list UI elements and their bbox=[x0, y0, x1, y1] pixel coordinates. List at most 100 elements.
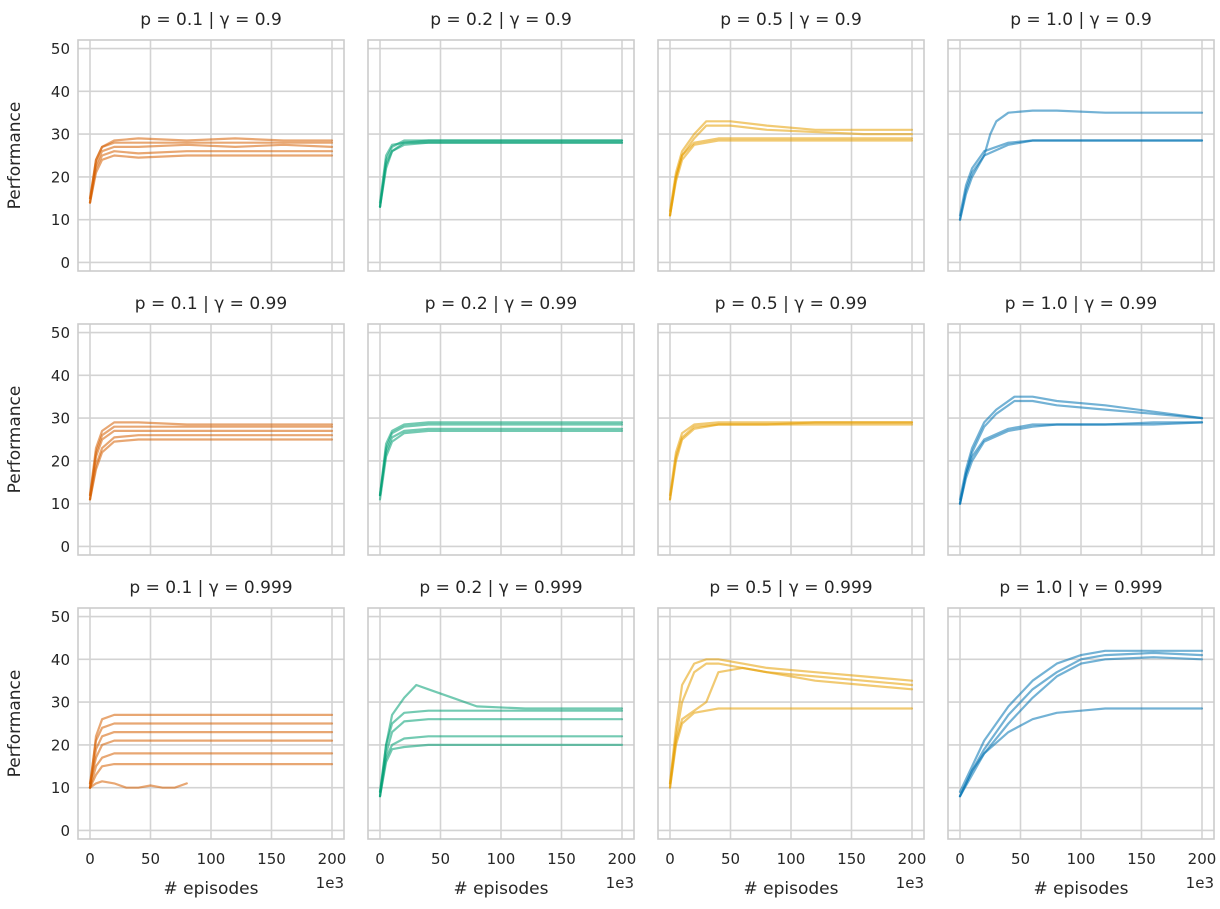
x-tick-label: 100 bbox=[197, 850, 226, 868]
panel-title: p = 0.1 | γ = 0.9 bbox=[140, 10, 282, 30]
y-tick-label: 0 bbox=[60, 822, 70, 840]
series-line bbox=[958, 421, 1204, 505]
series-line bbox=[958, 399, 1204, 505]
axes-frame bbox=[367, 607, 635, 840]
x-tick-label: 100 bbox=[1067, 850, 1096, 868]
series-line bbox=[378, 718, 624, 794]
panel-p0.1-gamma0.99 bbox=[77, 323, 345, 556]
x-axis-offset-text: 1e3 bbox=[606, 874, 634, 892]
panel-title: p = 0.1 | γ = 0.99 bbox=[135, 294, 287, 314]
panel-title: p = 1.0 | γ = 0.999 bbox=[999, 578, 1162, 598]
x-tick-label: 200 bbox=[898, 850, 927, 868]
panel-title: p = 0.2 | γ = 0.9 bbox=[430, 10, 572, 30]
series-line bbox=[88, 762, 334, 789]
panel-title: p = 0.5 | γ = 0.99 bbox=[715, 294, 867, 314]
series-line bbox=[378, 421, 624, 497]
series-line bbox=[88, 730, 334, 789]
x-axis-label: # episodes bbox=[164, 879, 259, 899]
panel-p1.0-gamma0.99 bbox=[947, 323, 1215, 556]
y-axis-label: Performance bbox=[5, 670, 25, 778]
series-line bbox=[958, 395, 1204, 501]
y-tick-label: 50 bbox=[51, 40, 70, 58]
y-tick-label: 0 bbox=[60, 254, 70, 272]
panel-title: p = 0.2 | γ = 0.999 bbox=[419, 578, 582, 598]
series-line bbox=[378, 141, 624, 208]
y-tick-label: 50 bbox=[51, 608, 70, 626]
series-line bbox=[88, 739, 334, 785]
series-line bbox=[668, 124, 914, 217]
series-line bbox=[88, 425, 334, 501]
x-axis-offset-text: 1e3 bbox=[316, 874, 344, 892]
x-axis-label: # episodes bbox=[454, 879, 549, 899]
x-tick-label: 150 bbox=[1127, 850, 1156, 868]
series-line bbox=[378, 709, 624, 794]
series-line bbox=[88, 421, 334, 497]
panel-title: p = 1.0 | γ = 0.99 bbox=[1005, 294, 1157, 314]
axes-frame bbox=[77, 39, 345, 272]
y-tick-label: 40 bbox=[51, 83, 70, 101]
x-tick-label: 100 bbox=[777, 850, 806, 868]
panel-p0.1-gamma0.999 bbox=[77, 607, 345, 840]
axes-frame bbox=[947, 39, 1215, 272]
x-tick-label: 200 bbox=[318, 850, 347, 868]
series-line bbox=[668, 658, 914, 785]
series-line bbox=[668, 423, 914, 501]
y-tick-label: 10 bbox=[51, 779, 70, 797]
panel-title: p = 0.5 | γ = 0.9 bbox=[720, 10, 862, 30]
series-line bbox=[668, 662, 914, 785]
series-line bbox=[668, 139, 914, 217]
y-axis-label: Performance bbox=[5, 386, 25, 494]
x-tick-label: 0 bbox=[665, 850, 675, 868]
x-tick-label: 0 bbox=[955, 850, 965, 868]
series-line bbox=[88, 713, 334, 789]
panel-title: p = 0.2 | γ = 0.99 bbox=[425, 294, 577, 314]
axes-frame bbox=[657, 323, 925, 556]
axes-frame bbox=[947, 607, 1215, 840]
y-tick-label: 40 bbox=[51, 367, 70, 385]
x-tick-label: 0 bbox=[375, 850, 385, 868]
x-tick-label: 50 bbox=[1011, 850, 1030, 868]
series-line bbox=[958, 109, 1204, 221]
y-tick-label: 30 bbox=[51, 126, 70, 144]
x-tick-label: 50 bbox=[721, 850, 740, 868]
axes-frame bbox=[77, 607, 345, 840]
panel-p0.2-gamma0.999 bbox=[367, 607, 635, 840]
series-line bbox=[958, 656, 1204, 798]
series-line bbox=[88, 434, 334, 501]
x-tick-label: 200 bbox=[1188, 850, 1217, 868]
panel-p0.5-gamma0.9 bbox=[657, 39, 925, 272]
y-tick-label: 30 bbox=[51, 410, 70, 428]
series-line bbox=[378, 429, 624, 501]
x-tick-label: 50 bbox=[141, 850, 160, 868]
series-line bbox=[88, 143, 334, 200]
panel-p0.2-gamma0.99 bbox=[367, 323, 635, 556]
series-line bbox=[378, 683, 624, 798]
series-line bbox=[88, 154, 334, 204]
series-line bbox=[88, 752, 334, 789]
series-line bbox=[958, 707, 1204, 798]
x-tick-label: 150 bbox=[547, 850, 576, 868]
x-axis-label: # episodes bbox=[744, 879, 839, 899]
axes-frame bbox=[367, 323, 635, 556]
panel-p0.5-gamma0.999 bbox=[657, 607, 925, 840]
axes-frame bbox=[657, 39, 925, 272]
series-line bbox=[88, 429, 334, 497]
series-line bbox=[88, 722, 334, 785]
x-axis-offset-text: 1e3 bbox=[1186, 874, 1214, 892]
y-tick-label: 20 bbox=[51, 452, 70, 470]
x-axis-offset-text: 1e3 bbox=[896, 874, 924, 892]
series-line bbox=[668, 421, 914, 497]
panel-p1.0-gamma0.9 bbox=[947, 39, 1215, 272]
y-tick-label: 10 bbox=[51, 495, 70, 513]
panel-title: p = 0.1 | γ = 0.999 bbox=[129, 578, 292, 598]
series-line bbox=[378, 743, 624, 798]
panel-p0.5-gamma0.99 bbox=[657, 323, 925, 556]
x-tick-label: 100 bbox=[487, 850, 516, 868]
y-tick-label: 10 bbox=[51, 211, 70, 229]
series-line bbox=[88, 438, 334, 501]
series-line bbox=[88, 150, 334, 204]
series-line bbox=[958, 649, 1204, 794]
x-tick-label: 150 bbox=[837, 850, 866, 868]
y-tick-label: 20 bbox=[51, 736, 70, 754]
